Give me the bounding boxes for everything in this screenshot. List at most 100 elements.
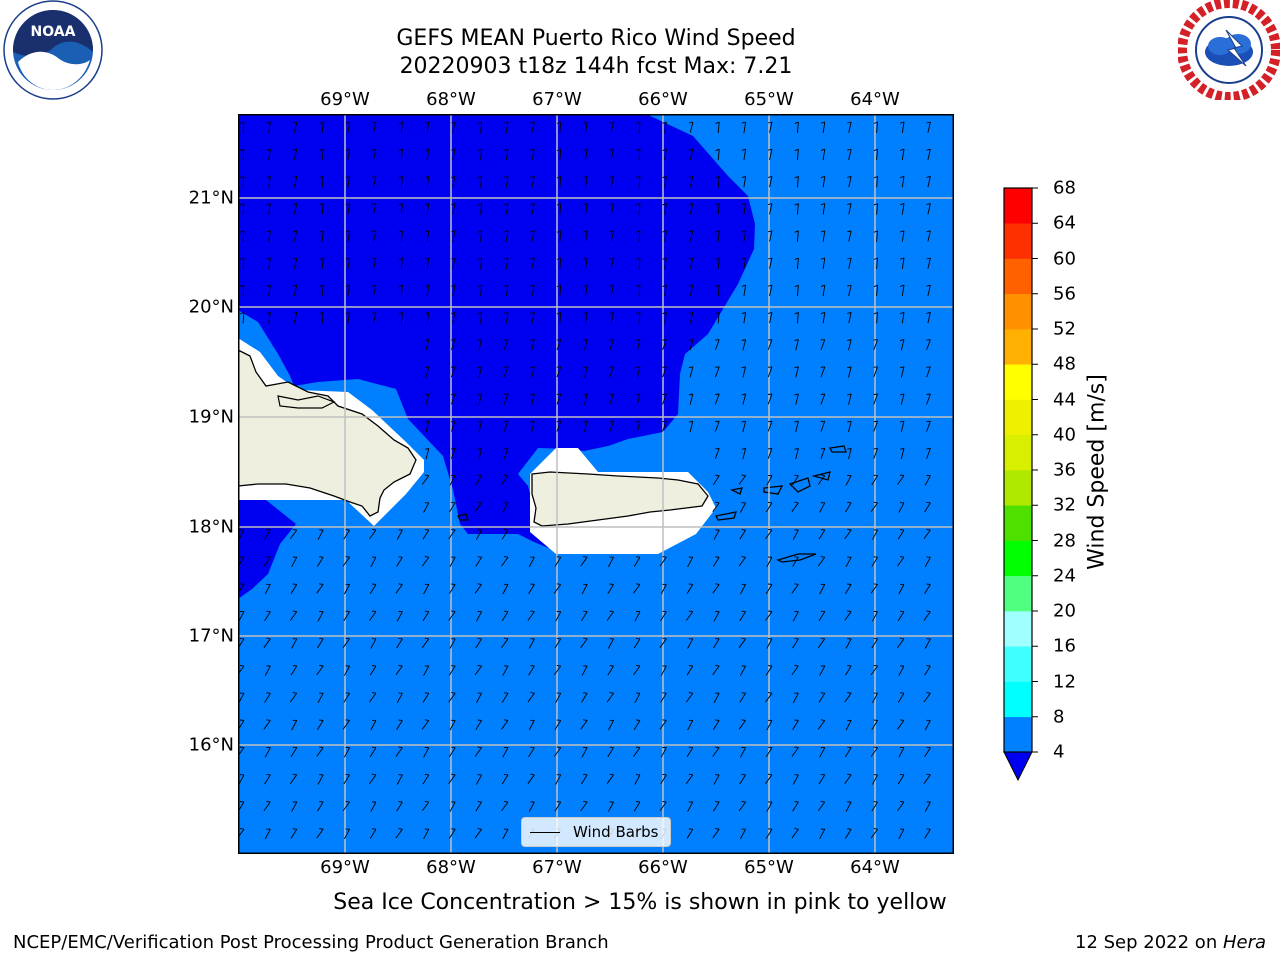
wind-barb — [924, 556, 931, 568]
wind-barb — [501, 719, 509, 730]
wind-barb — [635, 420, 641, 433]
wind-barb — [344, 828, 350, 840]
wind-barb — [741, 148, 747, 161]
wind-barb — [794, 230, 799, 242]
wind-barb — [370, 638, 377, 649]
wind-barb — [792, 611, 799, 622]
wind-barb — [449, 583, 456, 594]
wind-barb — [503, 339, 509, 351]
wind-barb — [317, 556, 324, 567]
wind-barb — [448, 528, 456, 540]
wind-barb — [660, 747, 667, 758]
wind-barb — [767, 339, 773, 351]
nws-logo — [1178, 0, 1280, 100]
wind-barb — [395, 828, 403, 839]
wind-barb — [342, 800, 350, 812]
wind-barb — [556, 284, 562, 297]
wind-barb — [342, 556, 350, 567]
wind-barb — [583, 203, 588, 215]
wind-barb — [290, 665, 298, 676]
wind-barb — [422, 773, 430, 785]
wind-barb — [817, 719, 826, 730]
wind-barb — [923, 610, 931, 621]
wind-barb — [845, 665, 852, 676]
colorbar-band — [1004, 681, 1032, 718]
wind-barb — [476, 692, 482, 704]
wind-barb — [870, 501, 878, 512]
wind-barb — [266, 121, 271, 133]
wind-barb — [873, 230, 879, 242]
wind-barb — [871, 474, 878, 486]
wind-barb — [449, 475, 456, 486]
wind-barb — [897, 773, 905, 785]
wind-barb — [688, 257, 694, 269]
lat-label-left: 19°N — [188, 406, 234, 428]
wind-barb — [870, 746, 878, 757]
wind-barb — [662, 121, 667, 133]
wind-barb — [556, 339, 562, 351]
wind-barb — [847, 230, 852, 242]
wind-barb — [369, 583, 377, 594]
wind-barb — [739, 773, 746, 785]
wind-barb — [451, 175, 456, 188]
wind-barb — [319, 148, 324, 161]
wind-barb — [291, 801, 298, 812]
colorbar-tick-label: 32 — [1053, 494, 1076, 516]
wind-barb — [240, 257, 245, 270]
wind-barb — [289, 610, 298, 621]
wind-barb — [398, 311, 403, 324]
virgin-islands — [715, 445, 847, 563]
wind-barb — [847, 339, 852, 351]
wind-barb — [477, 339, 483, 351]
wind-barb — [528, 719, 535, 731]
lon-label-top: 69°W — [320, 89, 370, 110]
wind-barb — [792, 719, 799, 730]
wind-barb — [530, 203, 535, 215]
wind-barb — [343, 773, 350, 785]
wind-barb — [609, 284, 615, 297]
wind-barb — [634, 774, 641, 785]
wind-barb — [396, 529, 403, 540]
wind-barb — [899, 447, 905, 460]
wind-barb — [477, 393, 483, 405]
wind-barb — [794, 175, 799, 188]
wind-barb — [847, 447, 852, 460]
wind-barb — [369, 692, 377, 703]
wind-barb — [900, 311, 905, 324]
wind-barb — [662, 284, 667, 297]
wind-barb — [609, 257, 615, 269]
wind-barb — [844, 610, 852, 621]
wind-barb — [291, 638, 298, 649]
colorbar-tick-label: 12 — [1053, 671, 1076, 692]
wind-barb — [266, 203, 271, 215]
wind-barb — [581, 583, 588, 595]
puerto-rico-land — [531, 471, 709, 527]
wind-barb — [316, 583, 324, 594]
colorbar-tick-marks — [1032, 187, 1038, 753]
wind-barb — [792, 692, 799, 704]
wind-barb — [424, 148, 430, 161]
wind-barb — [290, 828, 298, 839]
colorbar-band — [1004, 505, 1032, 541]
wind-barb — [450, 447, 456, 459]
wind-barb — [794, 121, 799, 134]
wind-barb — [740, 583, 746, 595]
wind-barb — [395, 664, 403, 676]
wind-barb — [527, 610, 535, 621]
wind-barb — [898, 828, 905, 840]
wind-barb — [688, 148, 694, 161]
wind-barb — [794, 311, 799, 324]
wind-barb — [713, 692, 720, 704]
wind-barb — [345, 284, 351, 297]
wind-barb — [820, 121, 826, 133]
wind-barb — [900, 230, 905, 242]
wind-barb — [583, 366, 588, 378]
footer-date: 12 Sep 2022 on Hera — [1075, 932, 1266, 953]
wind-barb — [739, 610, 746, 622]
colorbar-band — [1004, 293, 1032, 330]
wind-barb — [817, 556, 826, 567]
wind-barb — [607, 665, 614, 676]
wind-barb — [266, 148, 271, 161]
wind-barb — [474, 664, 482, 676]
wind-barb — [345, 203, 351, 215]
